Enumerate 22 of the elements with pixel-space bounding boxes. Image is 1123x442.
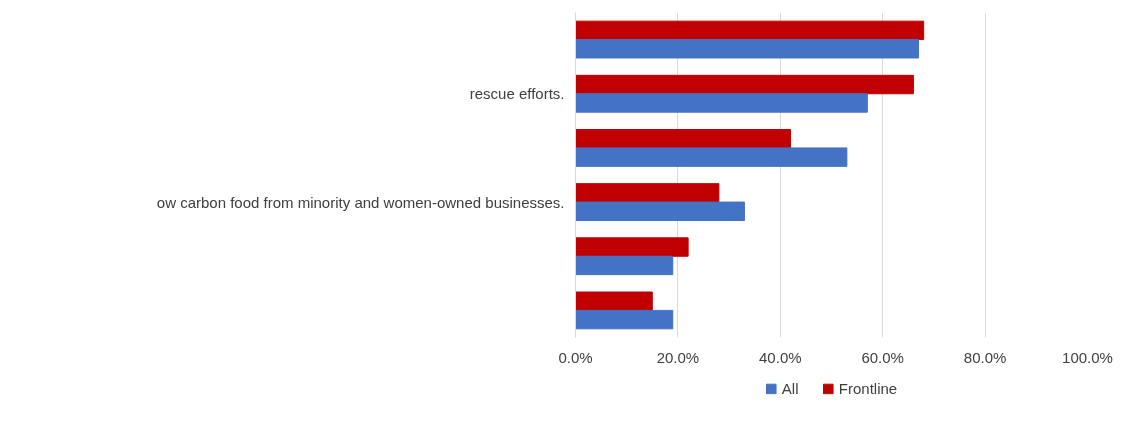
legend-label: Frontline bbox=[838, 379, 898, 397]
x-tick-label: 100.0% bbox=[1062, 348, 1113, 366]
bar bbox=[575, 20, 925, 41]
bar bbox=[575, 309, 674, 330]
x-tick-label: 0.0% bbox=[558, 348, 593, 366]
bar bbox=[575, 291, 653, 311]
bar bbox=[575, 39, 920, 59]
x-tick-label: 60.0% bbox=[861, 348, 904, 366]
legend-label: All bbox=[781, 379, 800, 397]
bar bbox=[575, 74, 914, 95]
bar bbox=[575, 147, 848, 167]
bar bbox=[575, 255, 674, 276]
x-tick-label: 40.0% bbox=[759, 348, 802, 366]
bar bbox=[575, 93, 868, 113]
y-tick-label: ow carbon food from minority and women-owned businesses. bbox=[156, 193, 565, 211]
bar bbox=[575, 183, 720, 203]
x-tick-label: 20.0% bbox=[656, 348, 700, 366]
bar bbox=[575, 201, 745, 221]
x-tick-label: 80.0% bbox=[963, 348, 1007, 366]
y-tick-label: rescue efforts. bbox=[469, 85, 565, 103]
bar bbox=[575, 129, 792, 149]
bar bbox=[575, 237, 689, 257]
